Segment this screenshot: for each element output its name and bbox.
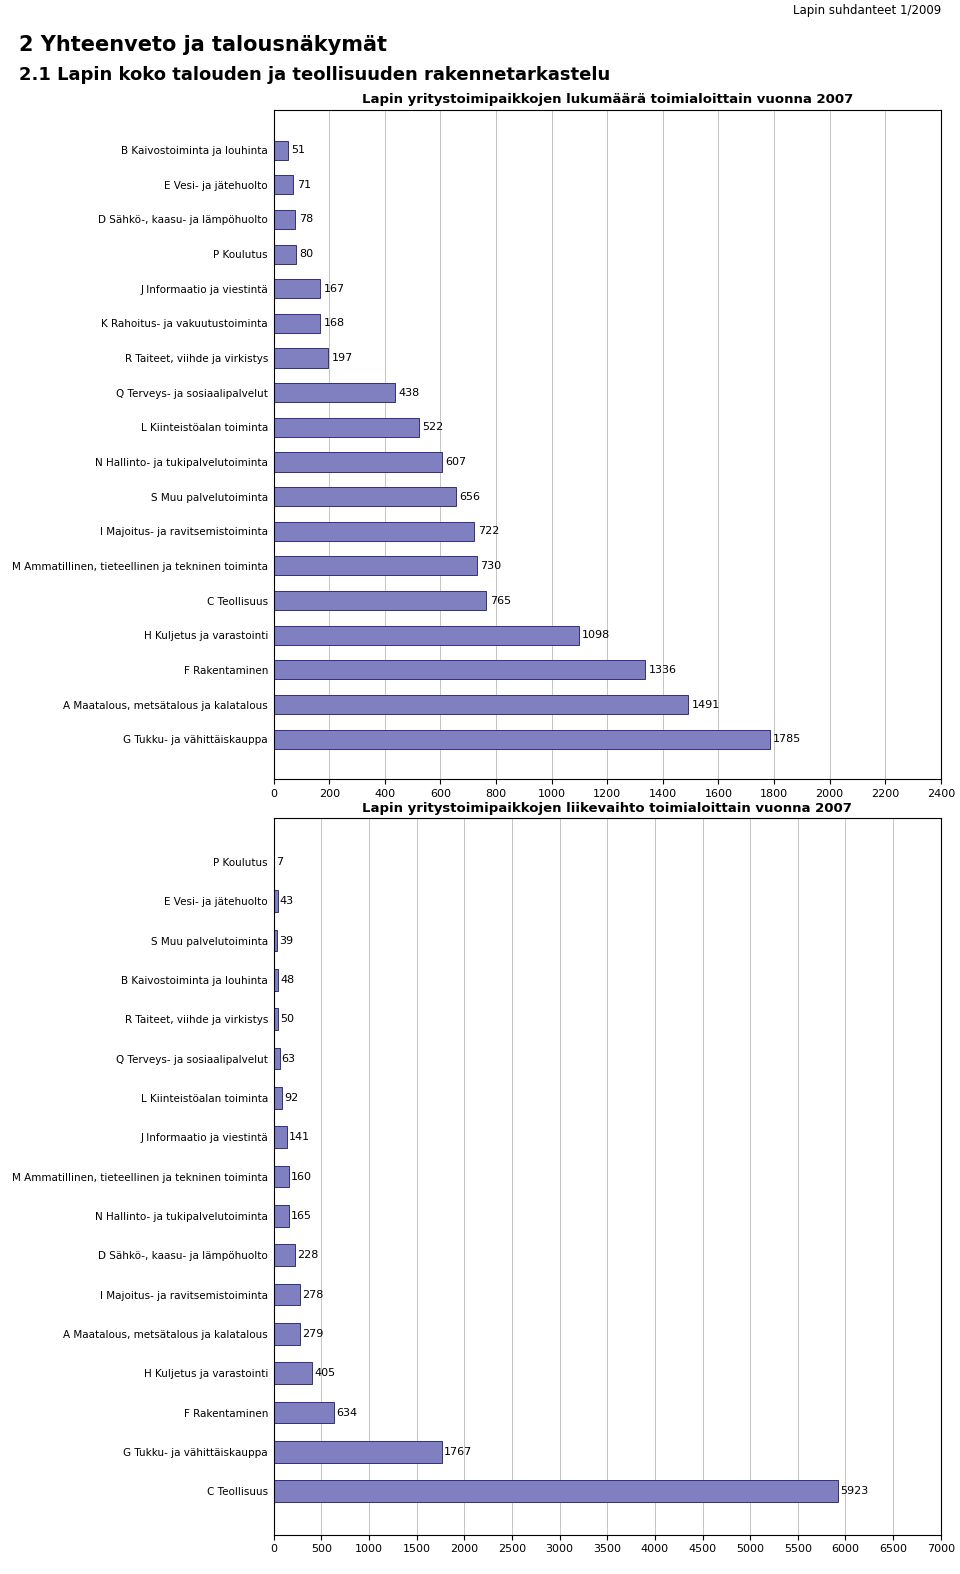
Bar — [274, 279, 320, 297]
Bar — [274, 1127, 287, 1147]
Text: 92: 92 — [284, 1092, 299, 1103]
Title: Lapin yritystoimipaikkojen liikevaihto toimialoittain vuonna 2007: Lapin yritystoimipaikkojen liikevaihto t… — [362, 801, 852, 814]
Bar — [274, 970, 278, 990]
Bar — [274, 730, 770, 749]
Bar — [274, 626, 579, 645]
Text: 168: 168 — [324, 318, 345, 329]
Text: 197: 197 — [332, 353, 353, 364]
Bar — [274, 930, 277, 951]
Bar — [274, 313, 321, 334]
Bar — [274, 1284, 300, 1305]
Bar — [274, 1481, 838, 1502]
Text: 1767: 1767 — [444, 1447, 472, 1458]
Text: 48: 48 — [280, 974, 295, 985]
Text: 279: 279 — [302, 1328, 324, 1339]
Bar — [274, 1442, 442, 1462]
Bar — [274, 592, 487, 611]
Bar — [274, 175, 294, 194]
Text: 656: 656 — [459, 491, 480, 502]
Text: 80: 80 — [300, 249, 313, 260]
Bar — [274, 1245, 296, 1265]
Bar — [274, 1166, 289, 1187]
Bar — [274, 661, 645, 680]
Bar — [274, 244, 296, 263]
Text: 438: 438 — [398, 387, 420, 398]
Text: Lapin suhdanteet 1/2009: Lapin suhdanteet 1/2009 — [793, 3, 941, 17]
Text: 50: 50 — [280, 1014, 295, 1025]
Text: 522: 522 — [422, 422, 444, 433]
Text: 1336: 1336 — [648, 664, 677, 675]
Text: 228: 228 — [298, 1250, 319, 1261]
Text: 1785: 1785 — [773, 733, 802, 745]
Bar — [274, 1009, 278, 1029]
Text: 278: 278 — [302, 1289, 324, 1300]
Text: 1098: 1098 — [582, 630, 611, 641]
Bar — [274, 1363, 312, 1384]
Bar — [274, 209, 296, 228]
Bar — [274, 1206, 289, 1226]
Bar — [274, 556, 476, 576]
Bar — [274, 348, 328, 368]
Text: 78: 78 — [299, 214, 313, 225]
Text: 39: 39 — [279, 935, 294, 946]
Text: 160: 160 — [291, 1171, 312, 1182]
Text: 634: 634 — [336, 1407, 357, 1418]
Bar — [274, 1048, 279, 1069]
Bar — [274, 891, 277, 911]
Text: 141: 141 — [289, 1132, 310, 1143]
Text: 71: 71 — [297, 179, 311, 190]
Bar — [274, 696, 688, 715]
Text: 7: 7 — [276, 856, 283, 867]
Bar — [274, 417, 419, 438]
Text: 730: 730 — [480, 560, 501, 571]
Text: 722: 722 — [478, 526, 499, 537]
Title: Lapin yritystoimipaikkojen lukumäärä toimialoittain vuonna 2007: Lapin yritystoimipaikkojen lukumäärä toi… — [362, 93, 852, 105]
Text: 63: 63 — [281, 1053, 296, 1064]
Text: 607: 607 — [445, 456, 467, 467]
X-axis label: yritystoimipaikkojen lukumäärä (Tilastokeskus, TOL2008): yritystoimipaikkojen lukumäärä (Tilastok… — [641, 826, 941, 836]
Text: 405: 405 — [314, 1368, 335, 1379]
Text: 1491: 1491 — [691, 699, 720, 710]
Text: 165: 165 — [291, 1210, 312, 1221]
Bar — [274, 486, 456, 507]
Bar — [274, 382, 396, 403]
Bar — [274, 1402, 334, 1423]
Bar — [274, 1088, 282, 1108]
Bar — [274, 140, 288, 159]
Text: 51: 51 — [291, 145, 305, 156]
Text: 167: 167 — [324, 283, 345, 294]
Bar — [274, 452, 443, 472]
Text: 2 Yhteenveto ja talousnäkymät: 2 Yhteenveto ja talousnäkymät — [19, 35, 387, 55]
Text: 765: 765 — [490, 595, 511, 606]
Text: 5923: 5923 — [840, 1486, 868, 1497]
Bar — [274, 1324, 300, 1344]
Bar — [274, 521, 474, 541]
Text: 2.1 Lapin koko talouden ja teollisuuden rakennetarkastelu: 2.1 Lapin koko talouden ja teollisuuden … — [19, 66, 611, 83]
Text: 43: 43 — [279, 896, 294, 907]
